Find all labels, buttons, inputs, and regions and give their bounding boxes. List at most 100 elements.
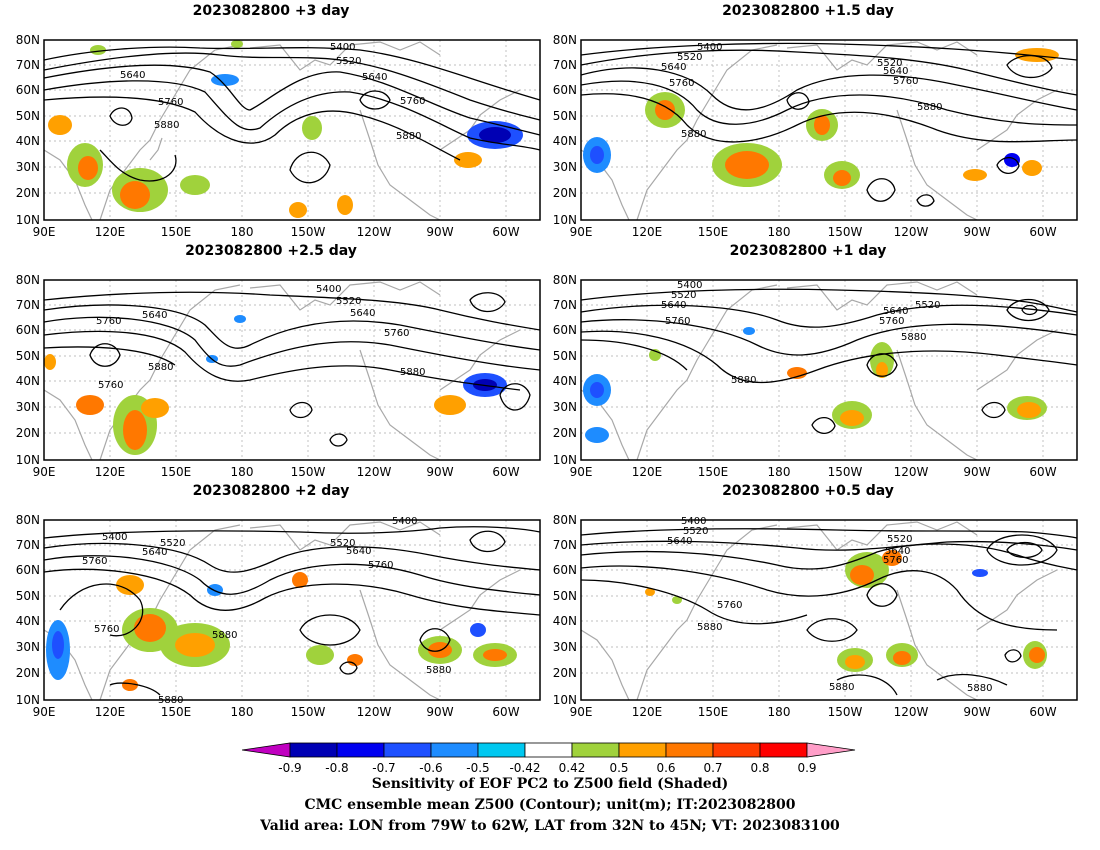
- colorbar-tick-label: 0.9: [797, 761, 816, 775]
- svg-text:150W: 150W: [828, 225, 863, 239]
- sensitivity-shading: [583, 327, 1047, 443]
- svg-text:5400: 5400: [681, 516, 706, 527]
- panel-plus-3-day: 2023082800 +3 day: [0, 0, 542, 240]
- svg-text:150W: 150W: [828, 705, 863, 719]
- contour-labels: 5400 5520 5640 5640 5760 5760 5880 5880: [120, 42, 425, 142]
- svg-text:5760: 5760: [384, 328, 409, 339]
- svg-text:5880: 5880: [148, 362, 173, 373]
- colorbar-box: [618, 742, 667, 758]
- svg-text:150W: 150W: [828, 465, 863, 479]
- colorbar-box: [759, 742, 808, 758]
- svg-text:60W: 60W: [1029, 465, 1056, 479]
- svg-text:5640: 5640: [667, 536, 692, 547]
- svg-text:5520: 5520: [336, 56, 361, 67]
- svg-text:5640: 5640: [142, 310, 167, 321]
- svg-text:5400: 5400: [102, 532, 127, 543]
- colorbar-box: [524, 742, 573, 758]
- svg-text:5640: 5640: [661, 300, 686, 311]
- svg-text:120W: 120W: [357, 465, 392, 479]
- lon-axis-labels: 90E 120E 150E 180 150W 120W 90W 60W: [33, 465, 520, 479]
- svg-text:70N: 70N: [553, 58, 577, 72]
- svg-text:50N: 50N: [16, 589, 40, 603]
- svg-text:90W: 90W: [963, 225, 990, 239]
- svg-text:60N: 60N: [16, 83, 40, 97]
- svg-text:120W: 120W: [894, 225, 929, 239]
- svg-text:5880: 5880: [396, 131, 421, 142]
- svg-text:120W: 120W: [357, 705, 392, 719]
- svg-text:70N: 70N: [16, 298, 40, 312]
- svg-text:5520: 5520: [336, 296, 361, 307]
- svg-text:120E: 120E: [632, 465, 663, 479]
- svg-text:150E: 150E: [161, 225, 192, 239]
- colorbar-tick-label: 0.42: [559, 761, 586, 775]
- grid-lines: [581, 520, 1077, 700]
- colorbar-tick-label: 0.6: [656, 761, 675, 775]
- svg-text:90E: 90E: [33, 225, 56, 239]
- svg-text:120E: 120E: [632, 225, 663, 239]
- panel-title: 2023082800 +2.5 day: [185, 243, 357, 259]
- svg-text:180: 180: [231, 465, 254, 479]
- svg-text:5520: 5520: [677, 52, 702, 63]
- svg-text:5760: 5760: [98, 380, 123, 391]
- svg-text:60N: 60N: [16, 323, 40, 337]
- svg-text:180: 180: [768, 225, 791, 239]
- colorbar-left-arrow: [242, 742, 291, 758]
- svg-text:5760: 5760: [879, 316, 904, 327]
- svg-text:5880: 5880: [731, 375, 756, 386]
- svg-text:90E: 90E: [33, 465, 56, 479]
- svg-text:60W: 60W: [492, 705, 519, 719]
- svg-text:70N: 70N: [553, 538, 577, 552]
- lat-axis-labels: 80N 70N 60N 50N 40N 30N 20N 10N: [16, 33, 40, 227]
- svg-text:10N: 10N: [553, 693, 577, 707]
- z500-contours: [580, 42, 1078, 207]
- svg-text:5640: 5640: [350, 308, 375, 319]
- map-plus-0-5-day: 5400 5520 5640 5520 5640 5760 5760 5880 …: [553, 513, 1078, 719]
- svg-text:5640: 5640: [883, 66, 908, 77]
- svg-text:10N: 10N: [16, 453, 40, 467]
- panel-title: 2023082800 +0.5 day: [722, 483, 894, 499]
- svg-text:90E: 90E: [570, 225, 593, 239]
- svg-text:120E: 120E: [95, 705, 126, 719]
- caption-valid-area: Valid area: LON from 79W to 62W, LAT fro…: [260, 818, 840, 834]
- svg-text:60W: 60W: [1029, 705, 1056, 719]
- colorbar-box: [289, 742, 338, 758]
- panel-title: 2023082800 +1.5 day: [722, 3, 894, 19]
- svg-text:60N: 60N: [16, 563, 40, 577]
- svg-text:90W: 90W: [963, 465, 990, 479]
- svg-text:60W: 60W: [492, 225, 519, 239]
- svg-text:90W: 90W: [426, 465, 453, 479]
- svg-text:50N: 50N: [553, 349, 577, 363]
- lat-axis-labels: 80N 70N 60N 50N 40N 30N 20N 10N: [553, 273, 577, 467]
- svg-text:50N: 50N: [553, 109, 577, 123]
- svg-text:30N: 30N: [553, 160, 577, 174]
- map-plus-1-5-day: 5400 5520 5640 5760 5520 5640 5760 5880 …: [553, 33, 1078, 239]
- svg-text:5880: 5880: [829, 682, 854, 693]
- svg-text:80N: 80N: [16, 273, 40, 287]
- svg-text:5880: 5880: [154, 120, 179, 131]
- svg-text:120W: 120W: [357, 225, 392, 239]
- svg-text:5520: 5520: [877, 58, 902, 69]
- colorbar-tick-label: -0.42: [509, 761, 540, 775]
- colorbar-tick-label: 0.5: [609, 761, 628, 775]
- svg-text:5880: 5880: [426, 665, 451, 676]
- colorbar-legend: -0.9 -0.8 -0.7 -0.6 -0.5 -0.42 0.42 0.5 0.6 0.7 0.…: [242, 742, 856, 775]
- colorbar-box: [477, 742, 526, 758]
- panel-title: 2023082800 +3 day: [192, 3, 350, 19]
- svg-text:5760: 5760: [717, 600, 742, 611]
- svg-text:180: 180: [231, 705, 254, 719]
- lat-axis-labels: 80N 70N 60N 50N 40N 30N 20N 10N: [16, 273, 40, 467]
- svg-text:5880: 5880: [901, 332, 926, 343]
- svg-text:5400: 5400: [330, 42, 355, 53]
- svg-text:150E: 150E: [698, 225, 729, 239]
- contour-labels: 5400 5400 5520 5640 5760 5520 5640 5760 …: [82, 516, 451, 706]
- svg-text:5520: 5520: [330, 538, 355, 549]
- svg-text:30N: 30N: [16, 160, 40, 174]
- svg-text:5760: 5760: [665, 316, 690, 327]
- svg-text:5880: 5880: [967, 683, 992, 694]
- svg-text:5760: 5760: [82, 556, 107, 567]
- contour-labels: 5400 5520 5640 5760 5640 5760 5760 5880 …: [96, 284, 425, 391]
- z500-contours: [43, 526, 541, 696]
- panel-plus-2-5-day: 2023082800 +2.5 day: [0, 240, 542, 480]
- contour-labels: 5400 5520 5640 5520 5640 5760 5760 5880 …: [667, 516, 992, 694]
- z500-contours: [580, 528, 1078, 696]
